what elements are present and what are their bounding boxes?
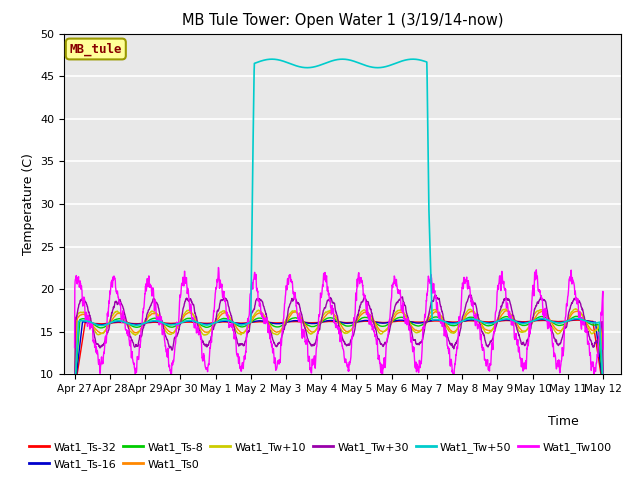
Wat1_Ts0 (71, 387, 79, 393)
Wat1_Ts-8 (328, 315, 335, 321)
Line: Wat1_Ts0: Wat1_Ts0 (75, 311, 603, 390)
Wat1_Tw+30 (599, 371, 607, 376)
Wat1_Tw+10 (584, 325, 592, 331)
Legend: Wat1_Ts-32, Wat1_Ts-16, Wat1_Ts-8, Wat1_Ts0, Wat1_Tw+10, Wat1_Tw+30, Wat1_Tw+50,: Wat1_Ts-32, Wat1_Ts-16, Wat1_Ts-8, Wat1_… (25, 438, 616, 474)
Wat1_Tw+30 (466, 292, 474, 298)
Wat1_Tw100 (488, 350, 495, 356)
Wat1_Ts-8 (599, 385, 607, 391)
Wat1_Tw+50 (339, 56, 346, 62)
Wat1_Tw+30 (328, 297, 335, 302)
Wat1_Tw+50 (487, 321, 495, 326)
Wat1_Ts-32 (573, 317, 581, 323)
Text: Time: Time (548, 415, 579, 428)
Wat1_Ts-8 (71, 387, 79, 393)
Wat1_Tw+10 (584, 325, 592, 331)
Wat1_Tw+50 (584, 319, 592, 324)
Wat1_Ts0 (584, 323, 592, 328)
Wat1_Tw+50 (599, 383, 607, 389)
Wat1_Tw+50 (98, 323, 106, 328)
Wat1_Tw+50 (314, 63, 321, 69)
Wat1_Tw+10 (71, 382, 79, 387)
Line: Wat1_Tw100: Wat1_Tw100 (75, 267, 603, 383)
Line: Wat1_Ts-8: Wat1_Ts-8 (75, 316, 603, 390)
Wat1_Tw+10 (487, 329, 495, 335)
Wat1_Tw100 (584, 338, 592, 344)
Wat1_Ts-16 (487, 320, 495, 325)
Wat1_Ts-16 (328, 318, 335, 324)
Wat1_Tw+50 (328, 58, 335, 64)
Line: Wat1_Tw+10: Wat1_Tw+10 (75, 309, 603, 386)
Wat1_Ts-32 (314, 320, 321, 325)
Wat1_Tw+50 (71, 388, 79, 394)
Wat1_Tw+10 (328, 309, 335, 314)
Wat1_Ts-32 (584, 318, 592, 324)
Wat1_Ts-8 (98, 325, 106, 331)
Wat1_Ts-32 (71, 388, 79, 394)
Text: MB_tule: MB_tule (70, 42, 122, 56)
Wat1_Ts-8 (314, 322, 321, 328)
Wat1_Tw+10 (98, 331, 106, 336)
Wat1_Ts0 (599, 382, 607, 387)
Wat1_Tw+30 (71, 386, 79, 392)
Wat1_Ts-8 (584, 320, 592, 325)
Wat1_Ts-16 (584, 318, 592, 324)
Wat1_Ts0 (487, 328, 495, 334)
Wat1_Ts-32 (328, 319, 335, 324)
Title: MB Tule Tower: Open Water 1 (3/19/14-now): MB Tule Tower: Open Water 1 (3/19/14-now… (182, 13, 503, 28)
Wat1_Ts0 (503, 308, 511, 313)
Wat1_Tw100 (314, 330, 322, 336)
Wat1_Ts-16 (573, 316, 581, 322)
Line: Wat1_Tw+30: Wat1_Tw+30 (75, 295, 603, 389)
Wat1_Ts-32 (599, 386, 607, 392)
Wat1_Tw+30 (487, 339, 495, 345)
Wat1_Ts-16 (314, 320, 321, 326)
Wat1_Tw+30 (314, 330, 321, 336)
Y-axis label: Temperature (C): Temperature (C) (22, 153, 35, 255)
Line: Wat1_Tw+50: Wat1_Tw+50 (75, 59, 603, 391)
Wat1_Tw+30 (584, 329, 592, 335)
Wat1_Tw+30 (584, 329, 592, 335)
Wat1_Tw100 (98, 354, 106, 360)
Wat1_Ts-16 (584, 318, 592, 324)
Wat1_Tw100 (214, 264, 222, 270)
Wat1_Tw+10 (599, 383, 607, 389)
Wat1_Ts-16 (98, 322, 106, 328)
Wat1_Ts-32 (487, 319, 495, 324)
Wat1_Ts-16 (599, 385, 607, 391)
Line: Wat1_Ts-16: Wat1_Ts-16 (75, 319, 603, 391)
Wat1_Tw+10 (314, 324, 321, 330)
Line: Wat1_Ts-32: Wat1_Ts-32 (75, 320, 603, 391)
Wat1_Ts0 (314, 325, 321, 331)
Wat1_Tw100 (584, 340, 592, 346)
Wat1_Ts-16 (71, 388, 79, 394)
Wat1_Tw100 (328, 307, 336, 312)
Wat1_Ts0 (584, 322, 592, 328)
Wat1_Ts-8 (584, 320, 592, 325)
Wat1_Ts0 (328, 310, 335, 315)
Wat1_Tw+30 (98, 344, 106, 349)
Wat1_Ts-32 (584, 318, 592, 324)
Wat1_Ts-8 (487, 323, 495, 328)
Wat1_Tw100 (450, 380, 458, 385)
Wat1_Ts-32 (98, 321, 106, 327)
Wat1_Tw100 (599, 346, 607, 352)
Wat1_Ts-8 (573, 313, 580, 319)
Wat1_Tw+50 (584, 319, 592, 324)
Wat1_Ts0 (98, 331, 106, 336)
Wat1_Tw100 (71, 345, 79, 350)
Wat1_Tw+10 (572, 306, 580, 312)
